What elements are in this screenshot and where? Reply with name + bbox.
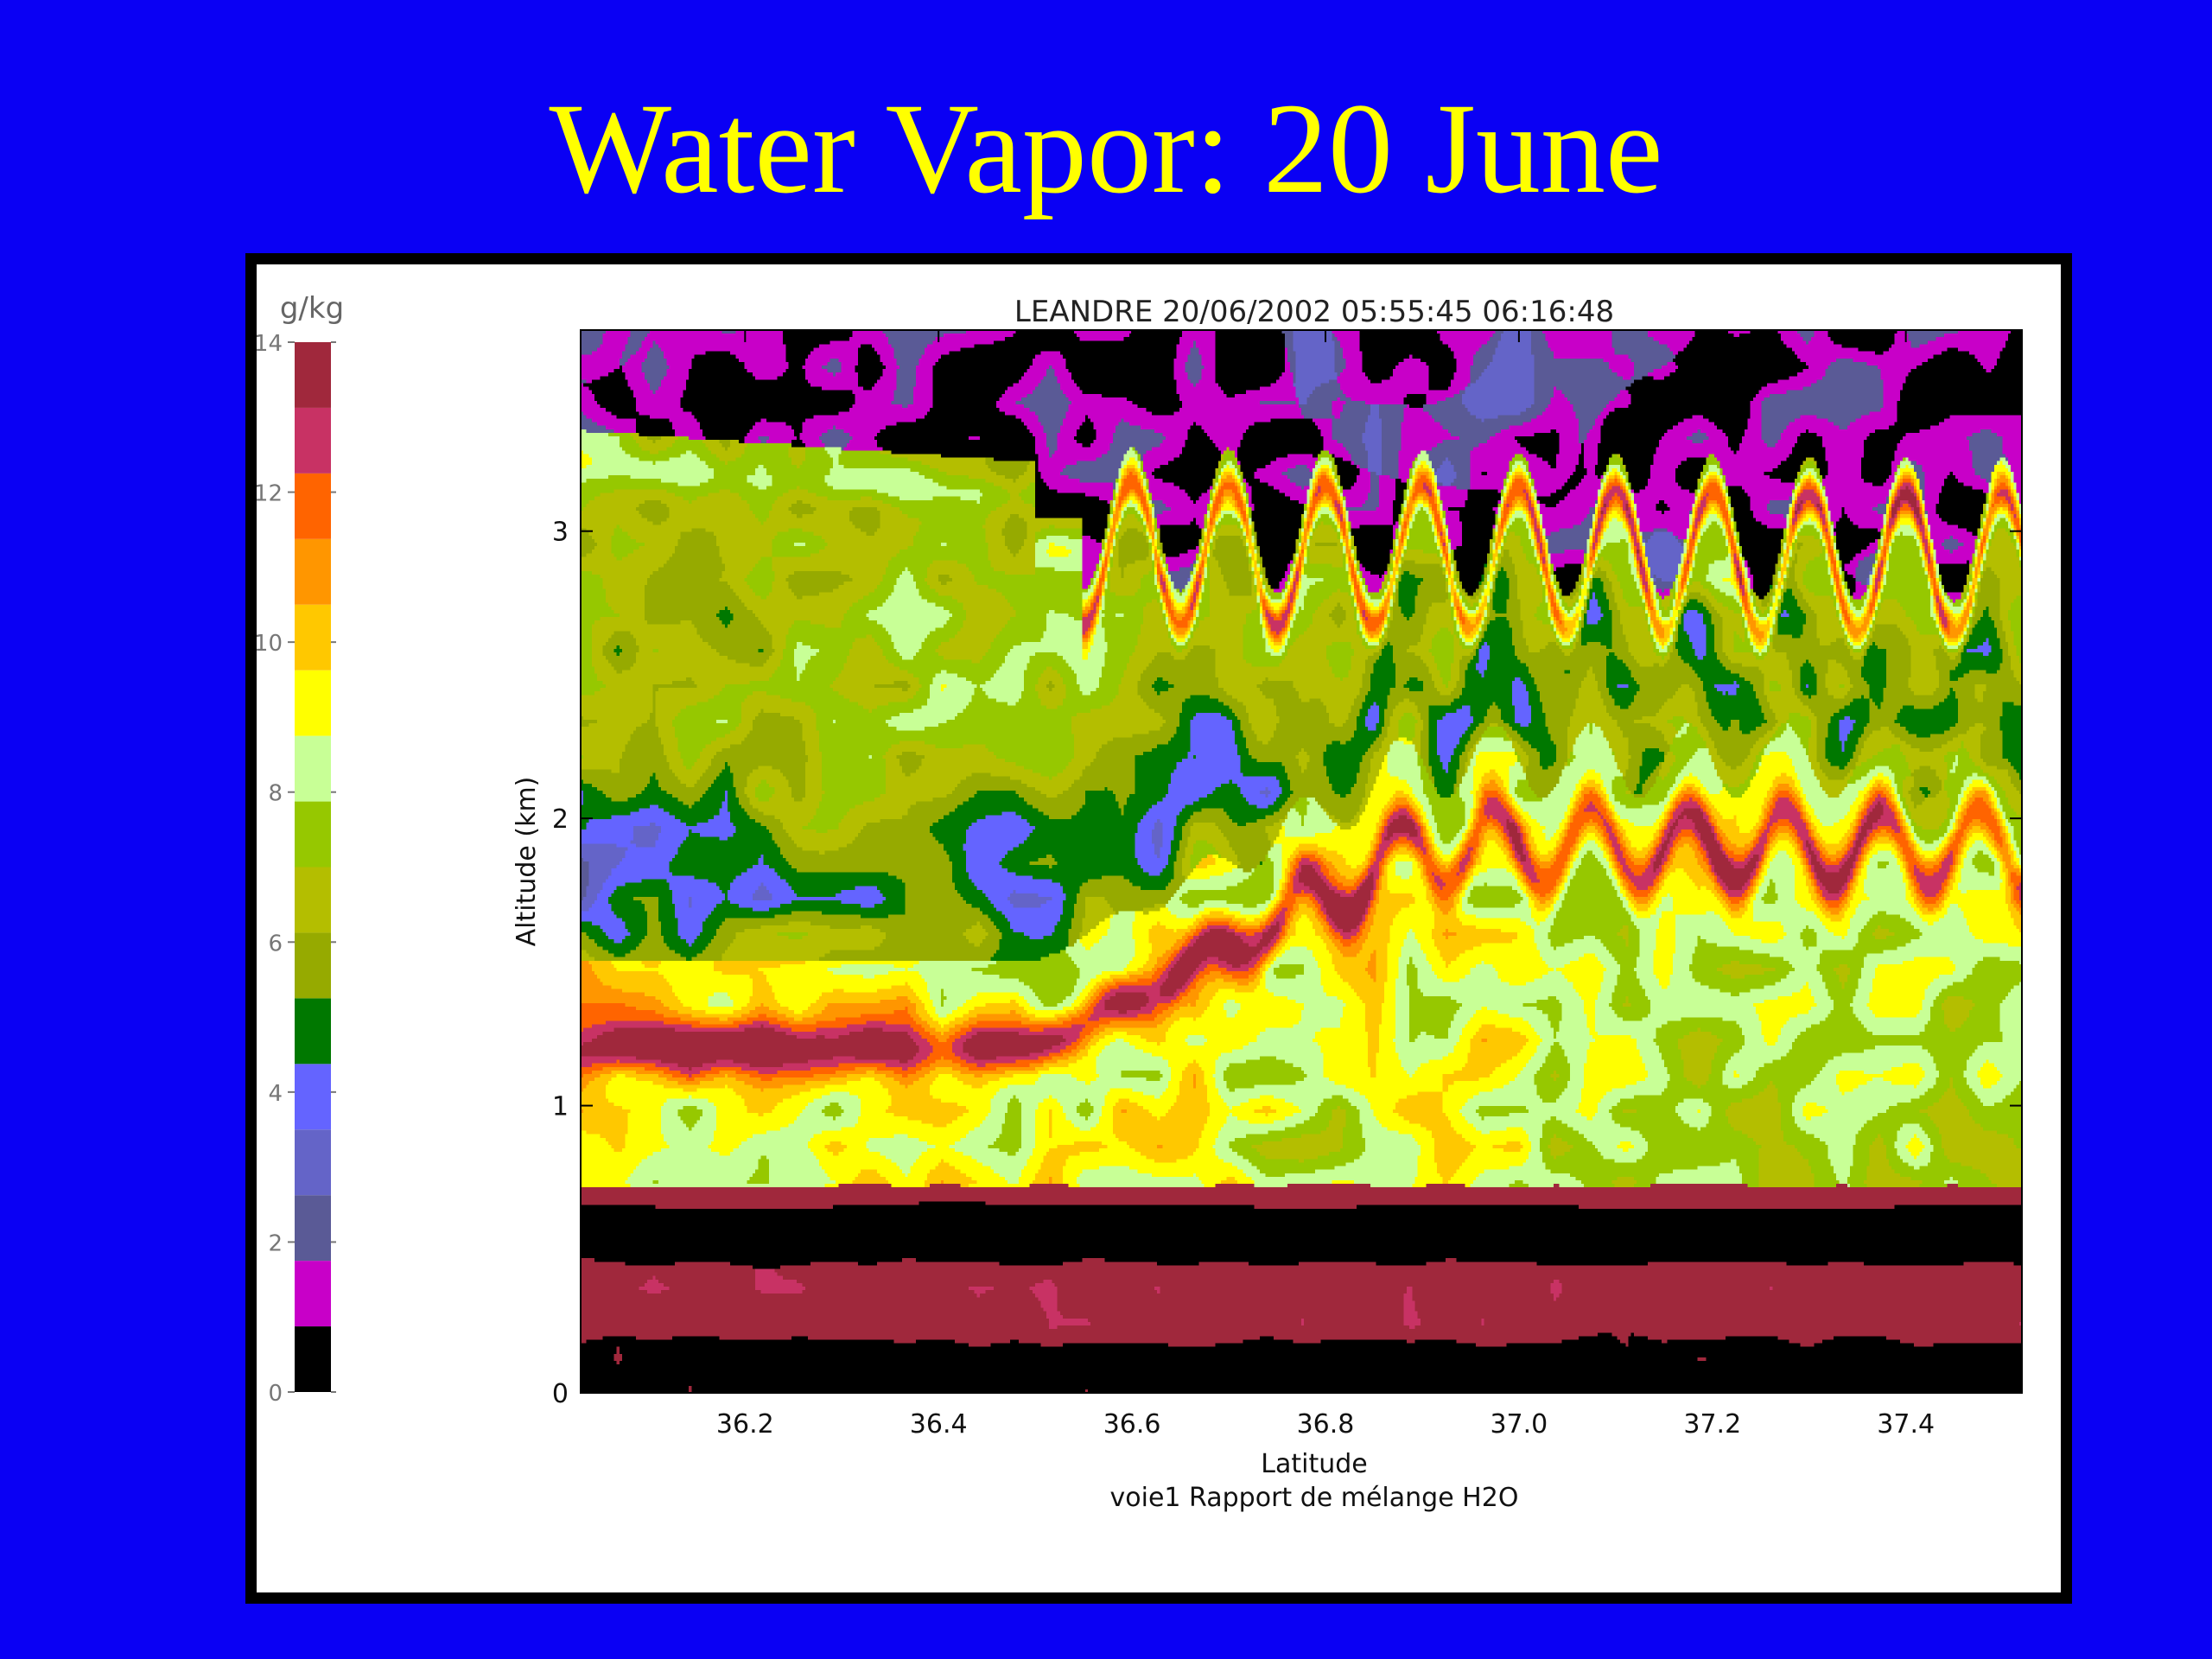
x-tick-label: 37.4 <box>1877 1409 1935 1440</box>
colorbar-swatch <box>295 604 331 671</box>
colorbar-swatch <box>295 1326 331 1392</box>
water-vapor-heatmap <box>581 330 2022 1393</box>
figure-panel: LEANDRE 20/06/2002 05:55:45 06:16:48 g/k… <box>257 264 2061 1592</box>
colorbar-unit-label: g/kg <box>280 291 344 326</box>
colorbar-swatch <box>295 735 331 802</box>
x-axis: 36.2 36.4 36.6 36.8 37.0 37.2 37.4 <box>716 330 1935 1440</box>
colorbar-swatch <box>295 670 331 736</box>
y-tick-label: 3 <box>552 518 569 548</box>
x-tick-label: 36.8 <box>1297 1409 1355 1440</box>
colorbar-swatch <box>295 407 331 474</box>
colorbar-tick-label: 12 <box>257 481 283 507</box>
y-axis-label: Altitude (km) <box>512 777 542 947</box>
x-tick-label: 36.4 <box>910 1409 968 1440</box>
colorbar-swatch <box>295 867 331 933</box>
colorbar-swatch <box>295 1129 331 1196</box>
y-axis: 0 1 2 3 <box>552 518 2022 1409</box>
colorbar-swatch <box>295 801 331 868</box>
plot-border <box>580 329 2023 1394</box>
colorbar-tick-label: 2 <box>268 1230 283 1256</box>
x-tick-label: 37.2 <box>1683 1409 1741 1440</box>
colorbar-swatch <box>295 342 331 408</box>
chart-title: LEANDRE 20/06/2002 05:55:45 06:16:48 <box>1014 295 1614 329</box>
figure-frame: LEANDRE 20/06/2002 05:55:45 06:16:48 g/k… <box>245 253 2072 1604</box>
colorbar: 0 2 4 6 8 10 12 14 <box>257 331 336 1407</box>
chart-subtitle: voie1 Rapport de mélange H2O <box>1110 1483 1519 1513</box>
slide-title: Water Vapor: 20 June <box>549 77 1663 220</box>
colorbar-swatch <box>295 1064 331 1130</box>
lidar-figure: LEANDRE 20/06/2002 05:55:45 06:16:48 g/k… <box>257 291 2023 1513</box>
colorbar-tick-label: 4 <box>268 1081 283 1107</box>
colorbar-swatch <box>295 538 331 605</box>
y-tick-label: 2 <box>552 804 569 835</box>
colorbar-swatch <box>295 1195 331 1262</box>
colorbar-tick-label: 14 <box>257 331 283 357</box>
colorbar-tick-label: 8 <box>268 781 283 807</box>
x-tick-label: 37.0 <box>1490 1409 1548 1440</box>
colorbar-tick-label: 0 <box>268 1381 283 1407</box>
colorbar-swatch <box>295 998 331 1065</box>
x-axis-label: Latitude <box>1261 1449 1367 1479</box>
y-tick-label: 1 <box>552 1092 569 1122</box>
x-tick-label: 36.6 <box>1103 1409 1161 1440</box>
colorbar-swatch <box>295 1261 331 1327</box>
x-tick-label: 36.2 <box>716 1409 774 1440</box>
colorbar-tick-label: 6 <box>268 931 283 957</box>
y-tick-label: 0 <box>552 1379 569 1409</box>
plot-area <box>580 329 2023 1394</box>
colorbar-tick-label: 10 <box>257 631 283 657</box>
colorbar-swatch <box>295 932 331 999</box>
colorbar-swatch <box>295 473 331 539</box>
